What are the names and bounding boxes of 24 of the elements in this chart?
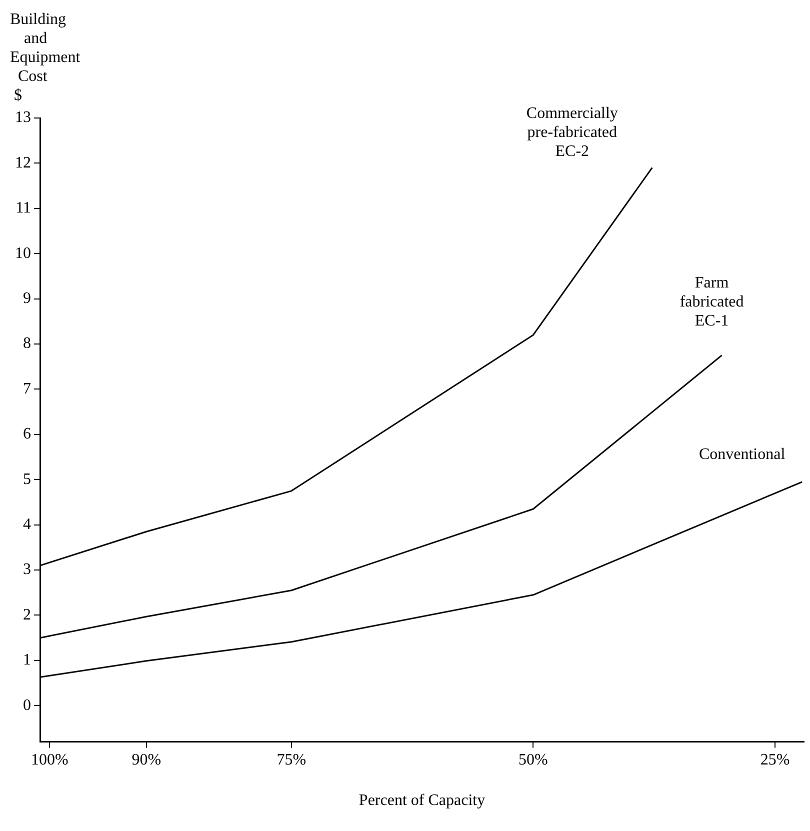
y-tick-label: 10 [15, 244, 31, 262]
y-tick-label: 2 [23, 606, 31, 624]
y-tick-label: 0 [23, 696, 31, 714]
x-axis-title: Percent of Capacity [358, 792, 486, 810]
x-tick-label: 90% [132, 752, 162, 769]
y-tick-label: 7 [23, 380, 31, 398]
y-tick-label: 1 [23, 652, 31, 669]
text: Farm fabricated EC-1 [680, 274, 744, 330]
x-tick-label: 75% [276, 752, 306, 769]
x-tick-label: 50% [518, 752, 548, 769]
y-tick-label: 5 [23, 470, 31, 488]
y-tick-label: 13 [15, 109, 31, 126]
y-tick-label: 12 [15, 154, 31, 172]
y-tick-label: 4 [23, 516, 31, 534]
y-tick-label: 11 [16, 200, 31, 217]
y-tick-label: 6 [23, 426, 31, 443]
y-tick-label: 3 [23, 561, 31, 578]
x-tick-label: 100% [31, 752, 68, 769]
y-tick-label: 8 [23, 335, 31, 352]
text: Commercially pre-fabricated EC-2 [526, 104, 618, 160]
series-label: Conventional [698, 446, 786, 464]
y-tick-label: 9 [23, 290, 31, 308]
x-tick-label: 25% [760, 752, 790, 769]
y-axis-title: Building and Equipment Cost $ [10, 11, 81, 104]
